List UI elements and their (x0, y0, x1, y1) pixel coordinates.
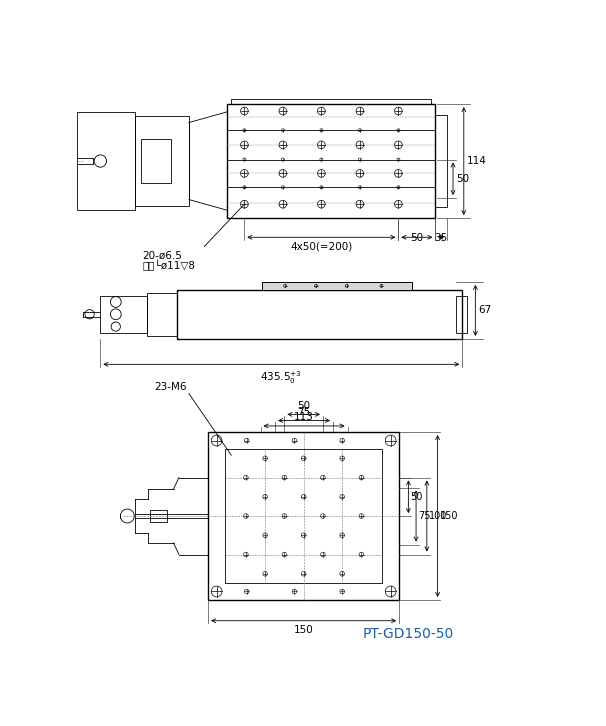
Bar (208, 432, 399, 600)
Text: 23-M6: 23-M6 (155, 382, 187, 392)
Bar (141, 139, 171, 184)
Text: 50: 50 (410, 232, 424, 242)
Text: 50: 50 (297, 401, 310, 410)
Bar (456, 295, 467, 333)
Bar (262, 282, 412, 290)
Text: 50: 50 (411, 492, 423, 502)
Text: 100: 100 (429, 511, 447, 521)
Text: 150: 150 (294, 625, 313, 635)
Bar (150, 510, 167, 522)
Bar (225, 449, 382, 583)
Bar (147, 293, 178, 336)
Text: 20-ø6.5: 20-ø6.5 (143, 250, 182, 261)
Text: 背面└ø11▽8: 背面└ø11▽8 (143, 260, 196, 271)
Bar (262, 282, 412, 290)
Text: 75: 75 (298, 407, 311, 417)
Text: 150: 150 (440, 511, 458, 521)
Text: 435.5$^{+3}_{0}$: 435.5$^{+3}_{0}$ (261, 369, 302, 386)
Bar (135, 116, 189, 205)
Bar (178, 290, 462, 339)
Bar (435, 115, 447, 207)
Text: PT-GD150-50: PT-GD150-50 (363, 627, 454, 641)
Text: 50: 50 (456, 174, 469, 184)
Text: 67: 67 (478, 306, 491, 315)
Text: 113: 113 (294, 412, 314, 422)
Bar (231, 99, 431, 104)
Bar (101, 295, 147, 333)
Bar (78, 112, 135, 211)
Text: 114: 114 (467, 156, 487, 166)
Text: 75: 75 (418, 511, 431, 521)
Text: 4x50(=200): 4x50(=200) (290, 242, 353, 252)
Text: 35: 35 (435, 232, 448, 242)
Bar (227, 104, 435, 218)
